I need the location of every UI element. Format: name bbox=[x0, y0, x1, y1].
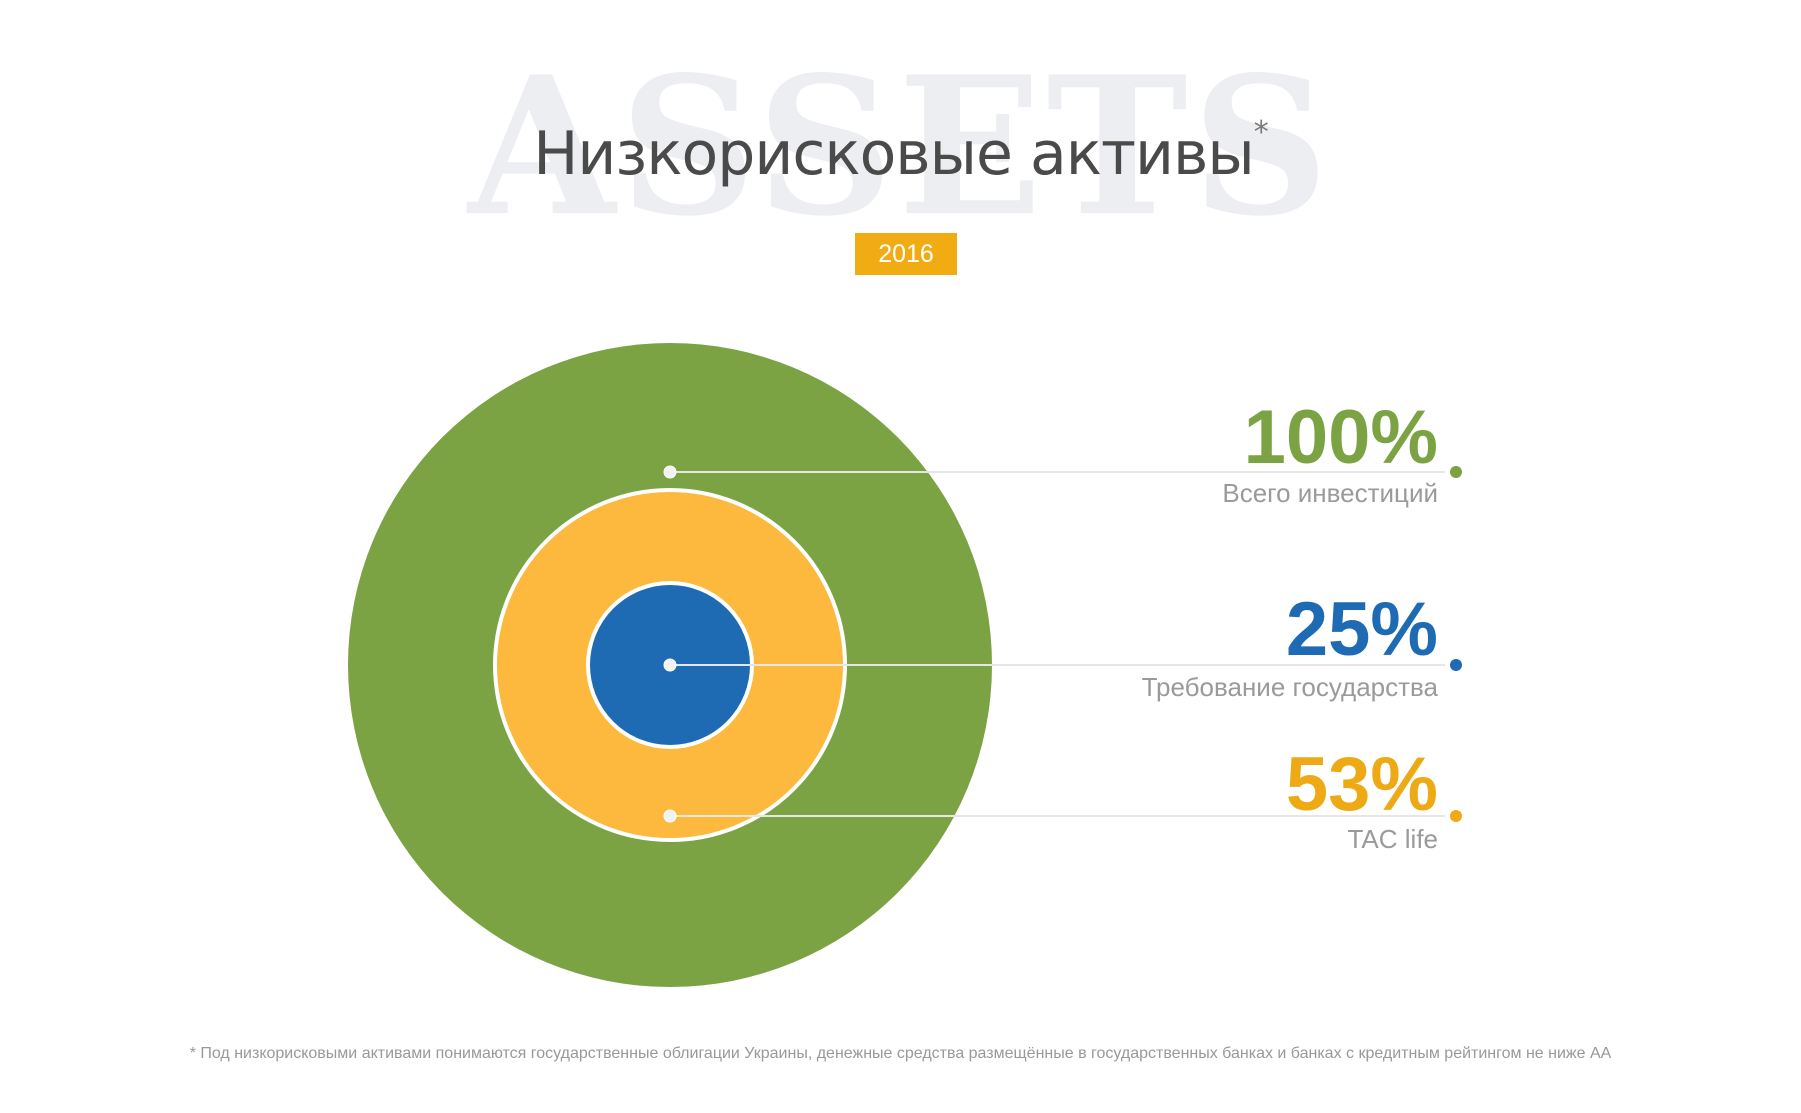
leader-end-dot-1 bbox=[1450, 810, 1462, 822]
footnote: * Под низкорисковыми активами понимаются… bbox=[189, 1045, 1612, 1062]
labels-layer: 100%Всего инвестиций 53%TAC life 25%Требов… bbox=[1142, 395, 1439, 854]
leader-start-dot-2 bbox=[663, 658, 677, 672]
caption-label-0: Всего инвестиций bbox=[1222, 478, 1438, 508]
leader-start-dot-1 bbox=[663, 809, 677, 823]
page-title: Низкорисковые активы* bbox=[0, 118, 1801, 185]
caption-label-1: TAC life bbox=[1347, 824, 1438, 854]
title-footnote-mark: * bbox=[1253, 115, 1269, 150]
title-text: Низкорисковые активы bbox=[533, 119, 1254, 189]
leader-start-dot-0 bbox=[663, 465, 677, 479]
assets-watermark: ASSETS bbox=[467, 35, 1334, 258]
caption-label-2: Требование государства bbox=[1142, 672, 1439, 702]
leader-end-dot-0 bbox=[1450, 466, 1462, 478]
value-label-0: 100% bbox=[1244, 395, 1438, 480]
leader-end-dot-2 bbox=[1450, 659, 1462, 671]
year-badge: 2016 bbox=[855, 233, 957, 275]
value-label-1: 53% bbox=[1286, 742, 1438, 827]
leader-lines-layer bbox=[663, 465, 1462, 823]
value-label-2: 25% bbox=[1286, 587, 1438, 672]
